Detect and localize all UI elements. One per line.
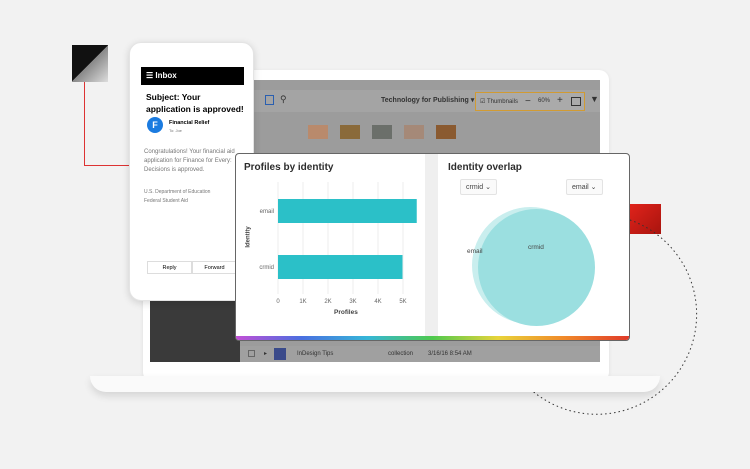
view-controls: ☑ Thumbnails − 60% + bbox=[475, 92, 585, 111]
set-a-dropdown[interactable]: crmid ⌄ bbox=[460, 179, 497, 195]
filter-icon[interactable]: ▼ bbox=[590, 94, 599, 104]
x-tick-label: 5K bbox=[399, 299, 406, 305]
set-b-value: email bbox=[572, 184, 589, 191]
expand-icon[interactable]: ▸ bbox=[264, 351, 268, 357]
decor-red-square bbox=[630, 204, 661, 234]
reply-button[interactable]: Reply bbox=[147, 261, 192, 274]
collection-dropdown[interactable]: Technology for Publishing ▾ bbox=[381, 97, 475, 104]
set-a-value: crmid bbox=[466, 184, 484, 191]
reply-label: Reply bbox=[162, 265, 177, 271]
inbox-header: ☰ Inbox bbox=[141, 67, 244, 85]
set-b-dropdown[interactable]: email ⌄ bbox=[566, 179, 603, 195]
x-axis-label: Profiles bbox=[334, 309, 358, 316]
rainbow-bar bbox=[236, 336, 629, 340]
inbox-title: Inbox bbox=[155, 71, 177, 80]
x-tick-label: 4K bbox=[374, 299, 381, 305]
venn-label-email: email bbox=[467, 248, 483, 255]
recipient: To: Joe bbox=[169, 128, 182, 133]
bar-crmid bbox=[278, 255, 403, 279]
identity-panel: Profiles by identity 0 1K 2K 3K 4K 5K email crm… bbox=[235, 153, 630, 341]
x-tick-label: 0 bbox=[276, 299, 280, 305]
link-icon[interactable]: ⚲ bbox=[280, 94, 287, 104]
toolbar: ⚲ Technology for Publishing ▾ ☑ Thumbnai… bbox=[150, 90, 600, 112]
zoom-out-button[interactable]: − bbox=[525, 96, 531, 107]
row-date: 3/16/16 8:54 AM bbox=[428, 351, 472, 357]
x-tick-label: 2K bbox=[324, 299, 331, 305]
bar-chart-title: Profiles by identity bbox=[244, 162, 334, 173]
forward-label: Forward bbox=[204, 265, 225, 271]
laptop-base bbox=[90, 376, 660, 392]
fit-icon[interactable] bbox=[571, 97, 581, 106]
phone-mockup: ☰ Inbox Subject: Your application is app… bbox=[129, 42, 254, 301]
y-tick-label: crmid bbox=[259, 265, 274, 271]
row-thumb bbox=[274, 348, 286, 360]
table-row[interactable]: ▸ InDesign Tips collection 3/16/16 8:54 … bbox=[240, 346, 600, 362]
signature-line-1: U.S. Department of Education bbox=[144, 189, 211, 195]
bar-chart: 0 1K 2K 3K 4K 5K email crmid bbox=[259, 182, 417, 305]
thumb[interactable] bbox=[404, 125, 424, 139]
sender-avatar: F bbox=[147, 117, 163, 133]
thumb[interactable] bbox=[372, 125, 392, 139]
y-tick-label: email bbox=[260, 209, 274, 215]
thumb[interactable] bbox=[340, 125, 360, 139]
divider bbox=[425, 154, 438, 338]
email-body: Congratulations! Your financial aid appl… bbox=[144, 149, 235, 173]
x-tick-label: 3K bbox=[349, 299, 356, 305]
thumbnails-checkbox[interactable]: ☑ Thumbnails bbox=[480, 99, 518, 105]
thumbnail-strip bbox=[260, 125, 460, 155]
venn-title: Identity overlap bbox=[448, 162, 522, 173]
y-axis-label: Identity bbox=[245, 226, 252, 248]
thumbnails-label: Thumbnails bbox=[486, 99, 518, 105]
email-subject: Subject: Your application is approved! bbox=[146, 92, 244, 114]
signature-line-2: Federal Student Aid bbox=[144, 198, 188, 204]
venn-label-crmid: crmid bbox=[528, 244, 544, 251]
sender-name: Financial Relief bbox=[169, 120, 210, 126]
x-tick-label: 1K bbox=[299, 299, 306, 305]
decor-line bbox=[84, 82, 130, 166]
forward-button[interactable]: Forward bbox=[192, 261, 237, 274]
side-pane bbox=[150, 300, 240, 362]
decor-square bbox=[72, 45, 108, 82]
zoom-level[interactable]: 60% bbox=[538, 98, 551, 104]
collection-name: Technology for Publishing bbox=[381, 97, 469, 104]
venn-card: Identity overlap crmid ⌄ email ⌄ email c… bbox=[438, 154, 629, 338]
assets-icon[interactable] bbox=[265, 95, 274, 105]
row-checkbox[interactable] bbox=[248, 350, 255, 357]
row-name: InDesign Tips bbox=[297, 351, 334, 357]
row-type: collection bbox=[388, 351, 414, 357]
bar-chart-card: Profiles by identity 0 1K 2K 3K 4K 5K email crm… bbox=[236, 154, 425, 338]
bar-email bbox=[278, 199, 417, 223]
venn-circle-crmid[interactable] bbox=[478, 209, 595, 326]
thumb[interactable] bbox=[308, 125, 328, 139]
thumb[interactable] bbox=[436, 125, 456, 139]
zoom-in-button[interactable]: + bbox=[557, 95, 563, 106]
